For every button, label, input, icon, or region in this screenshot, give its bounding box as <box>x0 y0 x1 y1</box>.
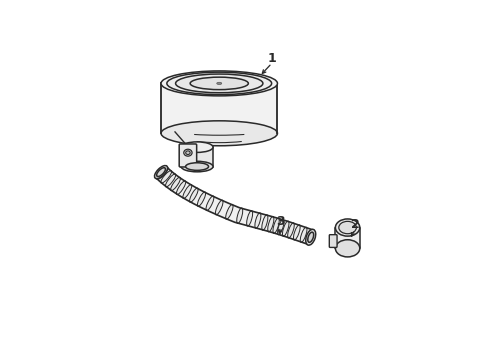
Ellipse shape <box>306 229 316 245</box>
Ellipse shape <box>282 221 289 236</box>
Ellipse shape <box>181 142 213 152</box>
Ellipse shape <box>157 167 168 179</box>
Ellipse shape <box>181 161 213 172</box>
Ellipse shape <box>217 82 222 85</box>
FancyBboxPatch shape <box>329 235 337 247</box>
Polygon shape <box>161 84 277 133</box>
Ellipse shape <box>294 225 300 240</box>
Ellipse shape <box>255 213 261 228</box>
Ellipse shape <box>197 192 206 206</box>
Ellipse shape <box>190 77 248 90</box>
Ellipse shape <box>268 216 274 232</box>
Ellipse shape <box>300 227 307 242</box>
Ellipse shape <box>206 196 214 211</box>
Ellipse shape <box>167 72 271 95</box>
Ellipse shape <box>308 232 314 242</box>
Ellipse shape <box>154 166 168 179</box>
Ellipse shape <box>237 208 243 224</box>
Ellipse shape <box>175 74 263 93</box>
Ellipse shape <box>278 220 284 235</box>
Ellipse shape <box>335 240 360 257</box>
FancyBboxPatch shape <box>179 144 196 167</box>
Ellipse shape <box>176 181 186 194</box>
Ellipse shape <box>246 211 253 226</box>
Ellipse shape <box>161 171 171 183</box>
Ellipse shape <box>226 204 233 219</box>
Polygon shape <box>156 167 313 244</box>
Ellipse shape <box>262 215 268 230</box>
Polygon shape <box>335 228 360 248</box>
Ellipse shape <box>273 218 279 233</box>
Ellipse shape <box>161 71 277 96</box>
Ellipse shape <box>216 200 223 215</box>
Ellipse shape <box>186 163 209 170</box>
Ellipse shape <box>166 174 176 187</box>
Ellipse shape <box>183 184 192 198</box>
Ellipse shape <box>161 121 277 146</box>
Ellipse shape <box>184 149 192 156</box>
Ellipse shape <box>339 221 356 234</box>
Ellipse shape <box>288 223 294 238</box>
Ellipse shape <box>335 219 360 236</box>
Text: 1: 1 <box>268 52 276 65</box>
Text: 2: 2 <box>351 218 360 231</box>
Ellipse shape <box>190 188 198 202</box>
Ellipse shape <box>186 151 190 154</box>
Ellipse shape <box>171 177 180 191</box>
Ellipse shape <box>157 168 166 176</box>
Polygon shape <box>181 147 213 167</box>
Text: 3: 3 <box>276 216 285 229</box>
